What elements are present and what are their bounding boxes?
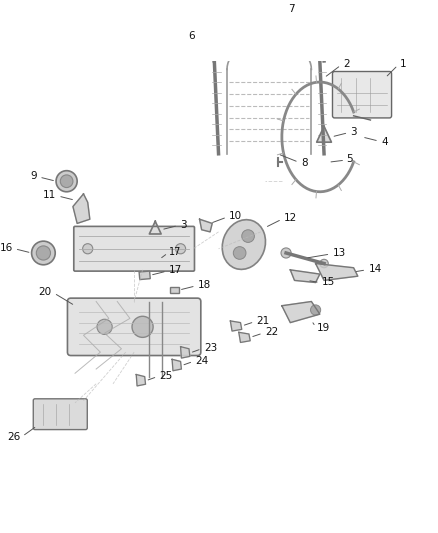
Text: 26: 26 [7, 432, 20, 442]
Circle shape [132, 316, 153, 337]
Polygon shape [317, 126, 332, 142]
Text: 23: 23 [204, 343, 217, 353]
Text: 13: 13 [332, 248, 346, 258]
Text: 2: 2 [343, 59, 350, 69]
Polygon shape [180, 346, 190, 358]
Circle shape [83, 244, 93, 254]
Bar [170, 287, 179, 294]
Circle shape [281, 248, 291, 258]
Polygon shape [200, 219, 212, 232]
Polygon shape [149, 221, 161, 234]
Polygon shape [290, 270, 320, 282]
Polygon shape [172, 359, 181, 371]
Text: 9: 9 [31, 171, 37, 181]
Text: 15: 15 [322, 277, 335, 287]
Text: 14: 14 [368, 264, 381, 274]
Text: 25: 25 [159, 371, 173, 381]
Circle shape [233, 247, 246, 260]
Polygon shape [136, 375, 145, 386]
Circle shape [32, 241, 55, 265]
FancyBboxPatch shape [33, 399, 87, 430]
Bar [139, 271, 150, 280]
Text: 18: 18 [198, 280, 211, 290]
Text: 21: 21 [257, 316, 270, 326]
Circle shape [242, 230, 254, 243]
Text: 5: 5 [346, 154, 353, 164]
Text: 16: 16 [0, 243, 13, 253]
Ellipse shape [222, 220, 265, 269]
FancyBboxPatch shape [67, 298, 201, 356]
Text: 4: 4 [381, 137, 388, 147]
Circle shape [97, 319, 112, 334]
Text: 20: 20 [39, 287, 52, 297]
Circle shape [56, 171, 77, 192]
Text: 7: 7 [288, 4, 295, 14]
FancyBboxPatch shape [74, 227, 194, 271]
Text: 17: 17 [169, 265, 182, 275]
Text: 17: 17 [169, 247, 181, 257]
Text: 22: 22 [265, 327, 278, 337]
Circle shape [320, 260, 328, 268]
FancyBboxPatch shape [332, 71, 392, 118]
Circle shape [176, 244, 186, 254]
Polygon shape [239, 332, 250, 342]
Polygon shape [316, 263, 358, 280]
Polygon shape [73, 194, 90, 223]
Circle shape [311, 305, 321, 315]
Circle shape [60, 175, 73, 188]
Text: 10: 10 [229, 211, 242, 221]
Text: 3: 3 [350, 127, 357, 137]
Text: 12: 12 [284, 213, 297, 223]
Text: 11: 11 [43, 190, 56, 200]
Polygon shape [282, 302, 320, 322]
Text: 8: 8 [301, 158, 307, 168]
Text: 1: 1 [400, 59, 406, 69]
Circle shape [36, 246, 50, 260]
Text: 6: 6 [189, 30, 195, 41]
Text: 19: 19 [316, 323, 330, 333]
Text: 3: 3 [180, 220, 187, 230]
Text: 24: 24 [195, 356, 208, 366]
Polygon shape [230, 321, 242, 331]
